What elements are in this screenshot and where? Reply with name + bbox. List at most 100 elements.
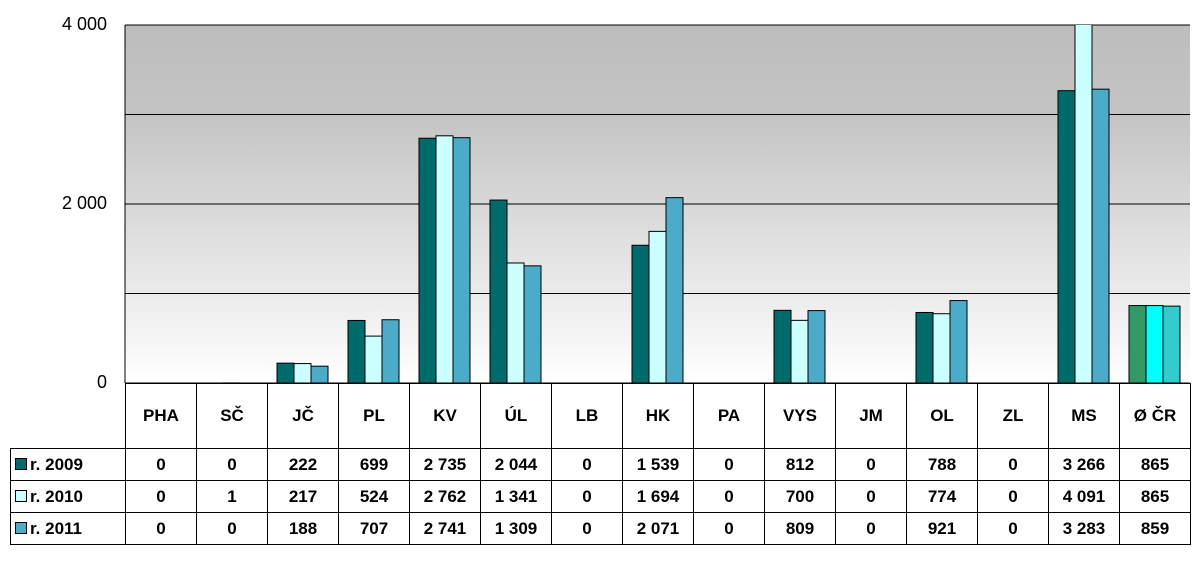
value-label: 0 (693, 512, 765, 545)
bar (790, 319, 809, 383)
value-label: 0 (125, 448, 197, 481)
bar (1145, 305, 1164, 383)
bar (452, 137, 471, 383)
value-label: 2 071 (622, 512, 694, 545)
header-row: PHA SČ JČ PL KV ÚL LB HK PA VYS JM OL ZL MS Ø ČR (11, 383, 1191, 449)
data-table: PHA SČ JČ PL KV ÚL LB HK PA VYS JM OL ZL MS Ø ČR r. 200… (10, 383, 1191, 545)
category-label: Ø ČR (1119, 383, 1191, 449)
value-label: 774 (906, 480, 978, 513)
value-label: 2 762 (409, 480, 481, 513)
bar (648, 230, 667, 383)
value-label: 699 (338, 448, 410, 481)
data-row: r. 2009 0 0 222 699 2 735 2 044 0 1 539 0 812 0 788 0… (10, 448, 1191, 481)
bar (310, 365, 329, 383)
bar (1057, 90, 1076, 383)
bar (293, 363, 312, 383)
value-label: 0 (196, 512, 268, 545)
value-label: 2 044 (480, 448, 552, 481)
value-label: 0 (693, 448, 765, 481)
bars (222, 25, 1181, 383)
value-label: 921 (906, 512, 978, 545)
value-label: 2 735 (409, 448, 481, 481)
bar (364, 335, 383, 383)
y-tick-label: 4 000 (62, 14, 107, 34)
bar (915, 311, 934, 383)
category-label: MS (1048, 383, 1120, 449)
y-tick-label: 2 000 (62, 193, 107, 213)
value-label: 1 539 (622, 448, 694, 481)
bar (506, 262, 525, 383)
category-label: PA (693, 383, 765, 449)
value-label: 0 (551, 480, 623, 513)
bar (347, 319, 366, 383)
category-label: SČ (196, 383, 268, 449)
category-label: ZL (977, 383, 1049, 449)
value-label: 0 (551, 448, 623, 481)
category-label: HK (622, 383, 694, 449)
category-label: KV (409, 383, 481, 449)
value-label: 222 (267, 448, 339, 481)
category-label: PHA (125, 383, 197, 449)
value-label: 4 091 (1048, 480, 1120, 513)
category-label: JČ (267, 383, 339, 449)
bar (665, 197, 684, 383)
value-label: 1 309 (480, 512, 552, 545)
value-label: 0 (693, 480, 765, 513)
legend-cell: r. 2010 (10, 480, 126, 513)
data-row: r. 2010 0 1 217 524 2 762 1 341 0 1 694 0 700 0 774 0… (10, 480, 1191, 513)
value-label: 217 (267, 480, 339, 513)
bar (1128, 305, 1147, 383)
legend-label: r. 2011 (30, 518, 83, 538)
legend-label: r. 2010 (30, 486, 83, 506)
bar (1074, 25, 1093, 383)
bar (1091, 88, 1110, 383)
value-label: 0 (835, 480, 907, 513)
category-label: JM (835, 383, 907, 449)
value-label: 0 (125, 480, 197, 513)
bar (276, 362, 295, 383)
bar (932, 313, 951, 383)
category-label: ÚL (480, 383, 552, 449)
legend-key (15, 457, 27, 470)
y-tick-label: 0 (97, 372, 107, 392)
value-label: 0 (977, 480, 1049, 513)
value-label: 700 (764, 480, 836, 513)
legend-cell: r. 2009 (10, 448, 126, 481)
value-label: 0 (551, 512, 623, 545)
corner-cell (11, 384, 126, 449)
value-label: 1 (196, 480, 268, 513)
category-label: VYS (764, 383, 836, 449)
bar (949, 300, 968, 383)
category-label: PL (338, 383, 410, 449)
category-label: OL (906, 383, 978, 449)
bar (773, 309, 792, 383)
category-label: LB (551, 383, 623, 449)
value-label: 1 341 (480, 480, 552, 513)
value-label: 0 (977, 512, 1049, 545)
bar (418, 137, 437, 383)
bar (807, 310, 826, 383)
legend-key (15, 521, 27, 534)
bar (1162, 305, 1181, 383)
legend-key (15, 489, 27, 502)
bar (631, 244, 650, 383)
value-label: 3 283 (1048, 512, 1120, 545)
value-label: 188 (267, 512, 339, 545)
value-label: 707 (338, 512, 410, 545)
bar (381, 319, 400, 383)
value-label: 3 266 (1048, 448, 1120, 481)
value-label: 865 (1119, 480, 1191, 513)
value-label: 865 (1119, 448, 1191, 481)
value-label: 1 694 (622, 480, 694, 513)
bar (523, 265, 542, 383)
value-label: 524 (338, 480, 410, 513)
value-label: 812 (764, 448, 836, 481)
value-label: 788 (906, 448, 978, 481)
value-label: 0 (196, 448, 268, 481)
value-label: 809 (764, 512, 836, 545)
data-row: r. 2011 0 0 188 707 2 741 1 309 0 2 071 0 809 0 921 0… (10, 512, 1191, 545)
legend-cell: r. 2011 (10, 512, 126, 545)
legend-label: r. 2009 (30, 454, 83, 474)
